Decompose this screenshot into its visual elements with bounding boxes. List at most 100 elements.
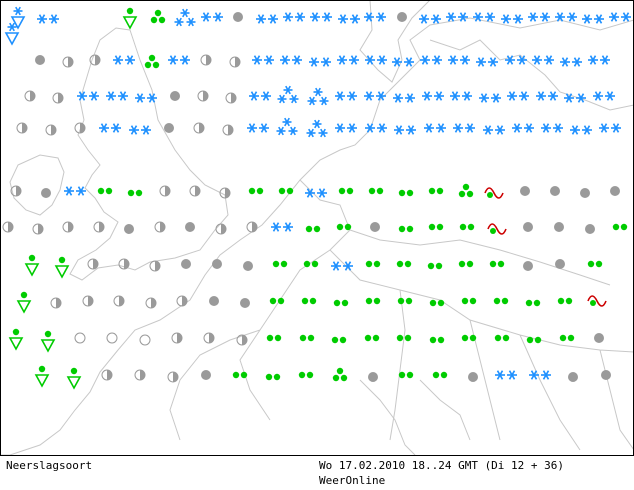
rain-icon [266, 334, 282, 342]
rain-icon [364, 334, 380, 342]
overcast-icon [554, 222, 564, 232]
snow-icon [365, 123, 387, 133]
snow-icon [37, 14, 59, 24]
rain-shower-icon [458, 183, 474, 198]
snow-icon [536, 91, 558, 101]
overcast-icon [124, 224, 134, 234]
half-cloud-icon [145, 297, 157, 309]
heavy-snow-icon [306, 119, 328, 138]
half-cloud-icon [197, 90, 209, 102]
rain-icon [398, 189, 414, 197]
snow-icon [99, 123, 121, 133]
half-cloud-icon [113, 295, 125, 307]
snow-icon [448, 55, 470, 65]
rain-icon [587, 260, 603, 268]
snow-icon [335, 123, 357, 133]
rain-icon [612, 223, 628, 231]
triangle-shower-icon [122, 7, 138, 30]
rain-icon [396, 334, 412, 342]
overcast-icon [585, 224, 595, 234]
rain-icon [458, 260, 474, 268]
coastline-britain [69, 27, 229, 281]
half-cloud-icon [149, 260, 161, 272]
rain-icon [265, 373, 281, 381]
snow-icon [476, 57, 498, 67]
overcast-icon [580, 188, 590, 198]
snow-icon [365, 55, 387, 65]
snow-icon [529, 370, 551, 380]
snow-icon [599, 123, 621, 133]
rain-icon [336, 223, 352, 231]
rain-icon [428, 187, 444, 195]
rain-icon [305, 225, 321, 233]
snow-shower-icon [10, 6, 26, 30]
snow-icon [609, 12, 631, 22]
rain-icon [461, 297, 477, 305]
rain-icon [526, 336, 542, 344]
half-cloud-icon [89, 54, 101, 66]
overcast-icon [209, 296, 219, 306]
overcast-icon [555, 259, 565, 269]
rain-icon [269, 297, 285, 305]
half-cloud-icon [219, 187, 231, 199]
snow-icon [271, 222, 293, 232]
overcast-icon [550, 186, 560, 196]
rain-icon [365, 297, 381, 305]
snow-icon [249, 91, 271, 101]
half-cloud-icon [52, 92, 64, 104]
rain-icon [272, 260, 288, 268]
half-cloud-icon [246, 221, 258, 233]
half-cloud-icon [176, 295, 188, 307]
snow-icon [393, 93, 415, 103]
heavy-snow-icon [174, 8, 196, 27]
rain-icon [398, 225, 414, 233]
valid-time: Wo 17.02.2010 18..24 GMT (Di 12 + 36) [319, 459, 565, 472]
snow-icon [501, 14, 523, 24]
snow-icon [252, 55, 274, 65]
rain-icon [432, 371, 448, 379]
half-cloud-icon [82, 295, 94, 307]
snow-icon [507, 91, 529, 101]
coastline-scandinavia [359, 0, 431, 83]
snow-icon [420, 55, 442, 65]
snow-icon [560, 57, 582, 67]
half-cloud-icon [87, 258, 99, 270]
half-cloud-icon [118, 258, 130, 270]
snow-icon [309, 57, 331, 67]
overcast-icon [594, 333, 604, 343]
rain-icon [429, 336, 445, 344]
weather-symbols [2, 6, 631, 390]
overcast-icon [523, 261, 533, 271]
rain-icon [338, 187, 354, 195]
rain-shower-icon [332, 367, 348, 382]
rain-icon [331, 336, 347, 344]
rain-icon [298, 371, 314, 379]
overcast-icon [520, 186, 530, 196]
snow-icon [564, 93, 586, 103]
snow-icon [338, 14, 360, 24]
rain-icon [489, 260, 505, 268]
half-cloud-icon [74, 122, 86, 134]
snow-icon [392, 57, 414, 67]
snow-icon [582, 14, 604, 24]
half-cloud-icon [215, 223, 227, 235]
snow-icon [310, 12, 332, 22]
rain-icon [429, 299, 445, 307]
provider-name: WeerOnline [319, 474, 386, 487]
overcast-icon [370, 222, 380, 232]
snow-icon [331, 261, 353, 271]
snow-icon [422, 91, 444, 101]
half-cloud-icon [159, 185, 171, 197]
snow-icon [106, 91, 128, 101]
rain-icon [493, 297, 509, 305]
freezing-rain-icon [587, 295, 607, 307]
overcast-icon [240, 298, 250, 308]
overcast-icon [468, 372, 478, 382]
coastline-italy [359, 379, 471, 456]
snow-icon [528, 12, 550, 22]
rain-icon [494, 334, 510, 342]
snow-icon [135, 93, 157, 103]
overcast-icon [523, 222, 533, 232]
overcast-icon [212, 259, 222, 269]
overcast-icon [181, 259, 191, 269]
